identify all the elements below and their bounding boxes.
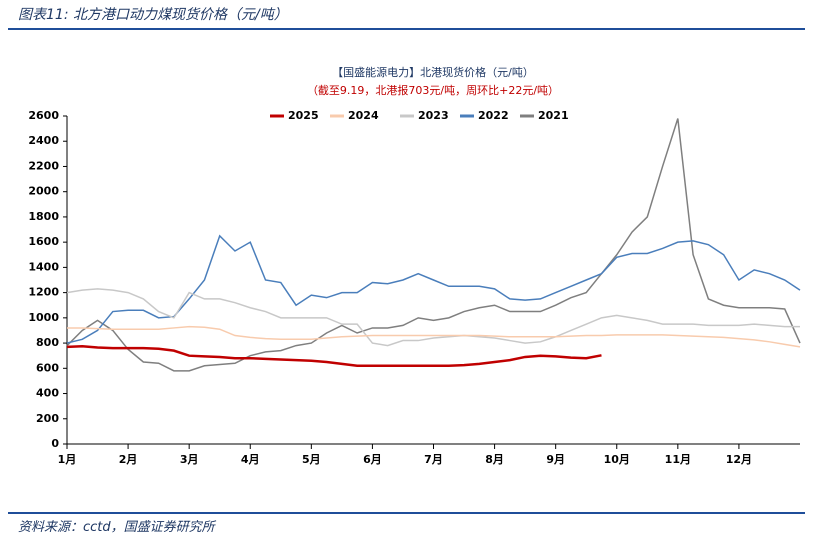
y-tick-label: 1600 <box>28 235 59 248</box>
series-line <box>66 234 801 344</box>
x-tick-label: 12月 <box>726 453 752 466</box>
legend-label: 2023 <box>418 109 449 122</box>
y-tick-label: 1200 <box>28 286 59 299</box>
y-tick-label: 2000 <box>28 185 59 198</box>
x-tick-label: 11月 <box>665 453 691 466</box>
y-tick-label: 800 <box>36 336 59 349</box>
y-tick-label: 1000 <box>28 311 59 324</box>
y-tick-label: 600 <box>36 361 59 374</box>
series-line <box>66 344 602 368</box>
y-tick-label: 400 <box>36 387 59 400</box>
series-line <box>66 118 801 372</box>
x-tick-label: 10月 <box>604 453 630 466</box>
x-tick-label: 8月 <box>485 453 504 466</box>
y-tick-label: 200 <box>36 412 59 425</box>
x-tick-label: 9月 <box>546 453 565 466</box>
figure-title: 图表11: 北方港口动力煤现货价格（元/吨） <box>18 7 288 23</box>
x-tick-label: 1月 <box>58 453 77 466</box>
rule <box>8 28 805 30</box>
y-tick-label: 1400 <box>28 260 59 273</box>
y-tick-label: 2200 <box>28 159 59 172</box>
y-tick-label: 2400 <box>28 134 59 147</box>
x-tick-label: 6月 <box>363 453 382 466</box>
x-tick-label: 2月 <box>119 453 138 466</box>
x-tick-label: 3月 <box>180 453 199 466</box>
chart-subtitle: （截至9.19，北港报703元/吨，周环比+22元/吨） <box>307 83 559 97</box>
source: 资料来源：cctd，国盛证券研究所 <box>18 520 215 535</box>
x-tick-label: 7月 <box>424 453 443 466</box>
y-tick-label: 0 <box>51 437 59 450</box>
legend-label: 2021 <box>538 109 569 122</box>
series-line <box>66 288 800 347</box>
y-tick-label: 2600 <box>28 109 59 122</box>
x-tick-label: 4月 <box>241 453 260 466</box>
y-tick-label: 1800 <box>28 210 59 223</box>
rule <box>8 512 805 514</box>
chart-title: 【国盛能源电力】北港现货价格（元/吨） <box>332 65 534 79</box>
series-line <box>67 325 801 348</box>
legend-label: 2024 <box>348 109 379 122</box>
legend-label: 2022 <box>478 109 509 122</box>
legend-label: 2025 <box>288 109 319 122</box>
x-tick-label: 5月 <box>302 453 321 466</box>
